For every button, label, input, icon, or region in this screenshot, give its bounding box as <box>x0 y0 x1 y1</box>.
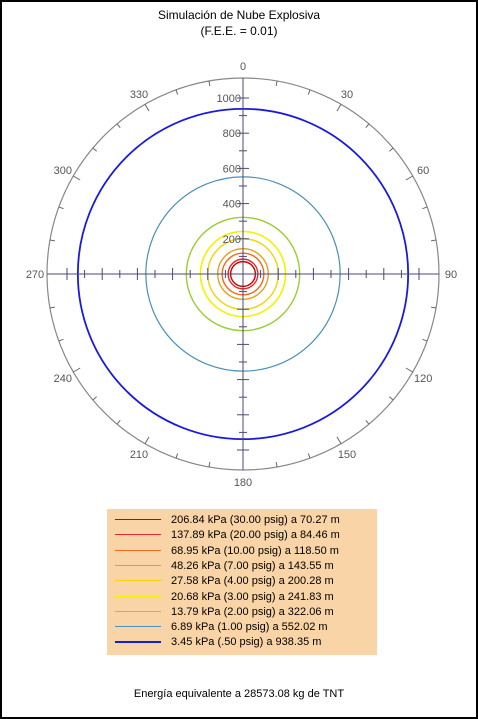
legend-label-8: 3.45 kPa (.50 psig) a 938.35 m <box>171 636 322 649</box>
angle-tick-30 <box>336 104 342 112</box>
legend-label-3: 48.26 kPa (7.00 psig) a 143.55 m <box>171 559 334 572</box>
legend-swatch-8 <box>115 641 161 644</box>
angle-tick-290 <box>58 206 64 210</box>
legend-swatch-7 <box>115 626 161 628</box>
angle-label-60: 60 <box>417 165 429 177</box>
legend-label-4: 27.58 kPa (4.00 psig) a 200.28 m <box>171 575 334 588</box>
legend-swatch-3 <box>115 564 161 566</box>
angle-tick-160 <box>307 453 311 459</box>
legend-swatch-2 <box>115 549 161 551</box>
angle-label-0: 0 <box>240 61 246 73</box>
legend-item: 206.84 kPa (30.00 psig) a 70.27 m <box>107 513 377 527</box>
angle-tick-210 <box>144 436 150 444</box>
angle-tick-50 <box>388 147 394 152</box>
angle-tick-100 <box>431 306 437 309</box>
legend-label-6: 13.79 kPa (2.00 psig) a 322.06 m <box>171 605 334 618</box>
legend-swatch-4 <box>115 580 161 582</box>
angle-tick-260 <box>49 306 55 309</box>
angle-tick-250 <box>58 338 64 342</box>
angle-tick-130 <box>388 396 394 401</box>
angle-tick-310 <box>92 147 98 152</box>
angle-tick-60 <box>405 175 413 181</box>
angle-tick-150 <box>336 436 342 444</box>
legend-item: 20.68 kPa (3.00 psig) a 241.83 m <box>107 590 377 604</box>
radial-label-400: 400 <box>223 199 241 211</box>
angle-label-240: 240 <box>54 373 72 385</box>
chart-title: Simulación de Nube Explosiva <box>157 8 321 22</box>
legend-label-5: 20.68 kPa (3.00 psig) a 241.83 m <box>171 590 334 603</box>
radial-label-600: 600 <box>223 163 241 175</box>
legend-label-0: 206.84 kPa (30.00 psig) a 70.27 m <box>171 514 340 526</box>
angle-tick-320 <box>116 123 121 129</box>
angle-tick-140 <box>365 419 370 425</box>
legend-label-7: 6.89 kPa (1.00 psig) a 552.02 m <box>171 621 328 634</box>
legend-swatch-5 <box>115 595 161 598</box>
angle-tick-110 <box>422 338 428 342</box>
footer-energy: Energía equivalente a 28573.08 kg de TNT <box>133 688 345 700</box>
legend-item: 48.26 kPa (7.00 psig) a 143.55 m <box>107 559 377 573</box>
angle-label-150: 150 <box>338 449 356 461</box>
angle-label-120: 120 <box>414 373 432 385</box>
angle-tick-10 <box>275 80 278 86</box>
angle-tick-120 <box>405 367 413 373</box>
angle-tick-190 <box>208 462 211 468</box>
angle-label-300: 300 <box>54 165 72 177</box>
angle-tick-170 <box>275 462 278 468</box>
angle-tick-200 <box>175 453 179 459</box>
legend-item: 27.58 kPa (4.00 psig) a 200.28 m <box>107 574 377 588</box>
radial-label-1000: 1000 <box>217 93 241 105</box>
legend-label-2: 68.95 kPa (10.00 psig) a 118.50 m <box>171 544 339 557</box>
angle-label-210: 210 <box>130 449 148 461</box>
angle-tick-70 <box>422 206 428 210</box>
angle-tick-240 <box>73 367 81 373</box>
angle-label-90: 90 <box>445 269 457 281</box>
legend-item: 3.45 kPa (.50 psig) a 938.35 m <box>107 635 377 649</box>
angle-tick-340 <box>175 89 179 95</box>
polar-plot: 0 30 60 90 120 150 180 210 240 270 300 330 200 400 600… <box>26 61 457 489</box>
legend-swatch-1 <box>115 534 161 536</box>
legend-item: 6.89 kPa (1.00 psig) a 552.02 m <box>107 620 377 634</box>
angle-label-180: 180 <box>234 477 252 489</box>
legend-item: 13.79 kPa (2.00 psig) a 322.06 m <box>107 605 377 619</box>
angle-label-270: 270 <box>26 269 44 281</box>
angle-tick-230 <box>92 396 98 401</box>
angle-tick-220 <box>116 419 121 425</box>
angle-tick-330 <box>144 104 150 112</box>
legend: 206.84 kPa (30.00 psig) a 70.27 m 137.89 … <box>107 509 377 655</box>
angle-tick-280 <box>49 239 55 242</box>
legend-item: 68.95 kPa (10.00 psig) a 118.50 m <box>107 544 377 558</box>
legend-swatch-0 <box>115 519 161 520</box>
angle-label-30: 30 <box>341 89 353 101</box>
angle-label-330: 330 <box>130 89 148 101</box>
angle-tick-350 <box>208 80 211 86</box>
legend-label-1: 137.89 kPa (20.00 psig) a 84.46 m <box>171 529 340 542</box>
chart-subtitle: (F.E.E. = 0.01) <box>200 24 278 38</box>
legend-item: 137.89 kPa (20.00 psig) a 84.46 m <box>107 528 377 542</box>
legend-swatch-6 <box>115 610 161 612</box>
radial-label-200: 200 <box>223 234 241 246</box>
angle-tick-300 <box>73 175 81 181</box>
angle-tick-80 <box>431 239 437 242</box>
angle-tick-40 <box>365 123 370 129</box>
angle-tick-20 <box>307 89 311 95</box>
radial-label-800: 800 <box>223 128 241 140</box>
